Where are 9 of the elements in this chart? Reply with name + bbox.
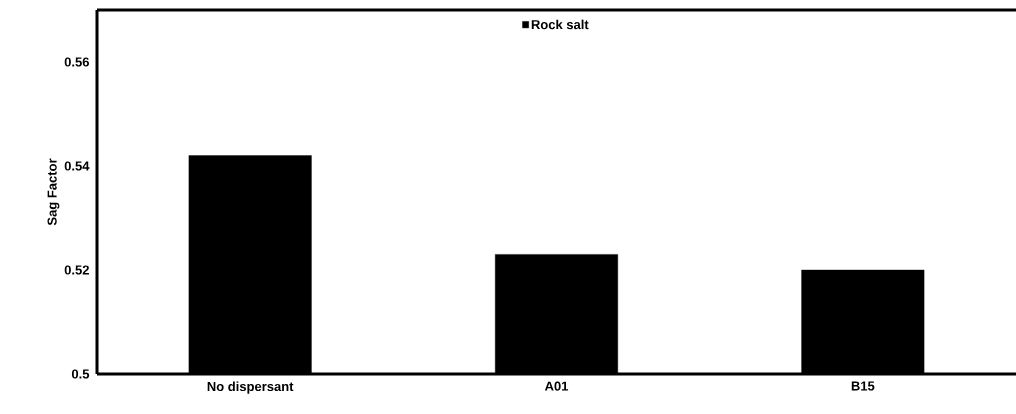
y-axis-title: Sag Factor bbox=[47, 158, 60, 226]
legend-label: Rock salt bbox=[531, 19, 589, 30]
y-tick-label: 0.56 bbox=[64, 57, 90, 67]
x-tick-label: A01 bbox=[544, 381, 569, 391]
y-tick-label: 0.54 bbox=[64, 161, 90, 171]
x-tick-label: B15 bbox=[851, 381, 875, 391]
y-tick-label: 0.52 bbox=[64, 265, 89, 275]
y-tick-label: 0.5 bbox=[71, 369, 90, 379]
x-tick-label: No dispersant bbox=[207, 381, 294, 394]
